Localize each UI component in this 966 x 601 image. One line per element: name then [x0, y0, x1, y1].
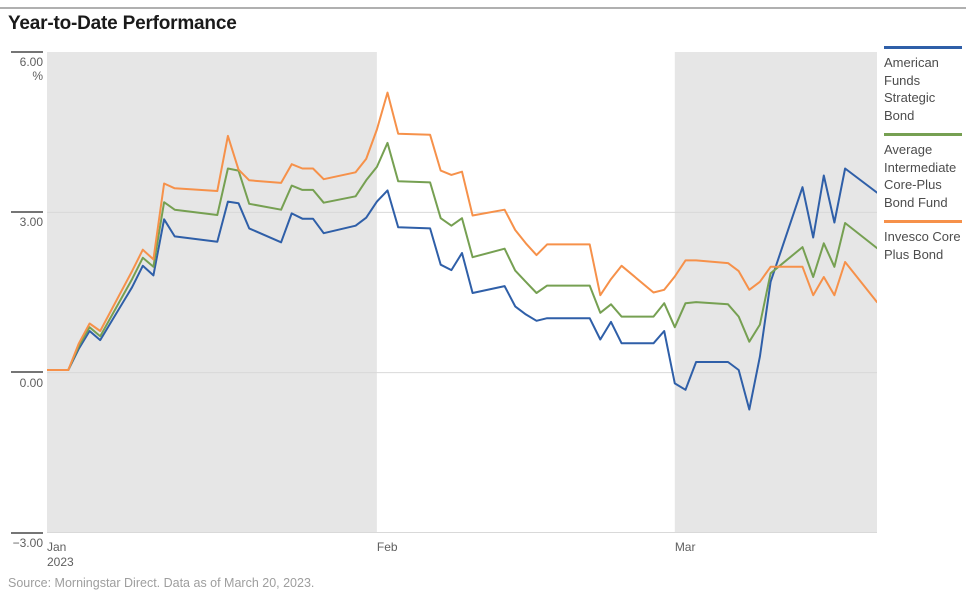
- x-axis-month-label: Mar: [674, 540, 696, 554]
- legend: American Funds Strategic Bond Average Int…: [884, 46, 966, 272]
- x-axis-month-label: Feb: [376, 540, 398, 554]
- legend-color-rule: [884, 220, 962, 223]
- series-line-average-intermediate-core-plus-bond-fund: [47, 141, 877, 371]
- legend-item: Average Intermediate Core-Plus Bond Fund: [884, 133, 966, 211]
- source-note: Source: Morningstar Direct. Data as of M…: [8, 576, 315, 590]
- y-axis-unit-label: %: [32, 69, 43, 83]
- series-line-american-funds-strategic-bond: [47, 167, 877, 411]
- x-axis-year-label: 2023: [47, 555, 74, 569]
- legend-item-label: Average Intermediate Core-Plus Bond Fund: [884, 142, 957, 210]
- top-divider-rule: [0, 7, 966, 9]
- y-axis-tick-label: 0.00: [19, 375, 43, 390]
- month-shading-band: [47, 52, 377, 533]
- legend-color-rule: [884, 133, 962, 136]
- legend-item-label: American Funds Strategic Bond: [884, 55, 939, 123]
- y-axis-tick: [11, 210, 43, 213]
- line-chart-plot-area: [47, 52, 877, 533]
- x-axis-month-label: Jan 2023: [47, 540, 74, 569]
- y-axis-tick: [11, 50, 43, 53]
- legend-color-rule: [884, 46, 962, 49]
- y-axis-tick-label: −3.00: [12, 536, 43, 550]
- legend-item: American Funds Strategic Bond: [884, 46, 966, 124]
- month-shading-band: [674, 52, 877, 533]
- page-title: Year-to-Date Performance: [8, 13, 237, 34]
- legend-item-label: Invesco Core Plus Bond: [884, 229, 961, 262]
- series-line-invesco-core-plus-bond: [47, 91, 877, 371]
- legend-item: Invesco Core Plus Bond: [884, 220, 966, 263]
- y-axis-tick-label: 3.00: [19, 215, 43, 230]
- y-axis-tick: [11, 371, 43, 374]
- y-axis-tick-label: 6.00%: [0, 55, 43, 83]
- y-axis-tick: [11, 531, 43, 534]
